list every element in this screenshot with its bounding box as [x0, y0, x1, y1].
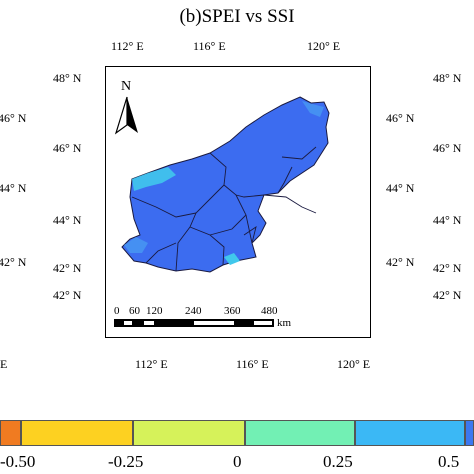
lat-label-right-46: 46° N [433, 141, 462, 155]
colorbar-segment-5 [355, 420, 465, 446]
partial-lat-label-left-44: 44° N [0, 181, 27, 195]
north-arrow-icon [114, 96, 138, 135]
north-arrow-label: N [121, 79, 132, 94]
colorbar-label-neg025: -0.25 [108, 452, 144, 471]
map-title: (b)SPEI vs SSI [179, 6, 295, 27]
admin-boundaries [131, 146, 317, 272]
lon-label-top-112: 112° E [111, 39, 144, 53]
lat-label-inner-right-44: 44° N [386, 181, 415, 195]
lon-label-bottom-112: 112° E [135, 357, 168, 371]
colorbar-segment-3 [133, 420, 245, 446]
colorbar-segment-1 [0, 420, 21, 446]
lon-label-bottom-116: 116° E [236, 357, 269, 371]
scale-tick-120: 120 [146, 305, 163, 317]
map-frame: N 0 60 120 240 360 480 km [105, 66, 371, 338]
lat-label-left-42a: 42° N [53, 261, 82, 275]
map-canvas [121, 96, 330, 273]
lat-label-left-44: 44° N [53, 213, 82, 227]
partial-lon-label-left: E [0, 357, 8, 371]
colorbar-segment-4 [245, 420, 355, 446]
light-patch-west [132, 167, 176, 191]
colorbar-label-0: 0 [233, 452, 242, 471]
colorbar-label-025: 0.25 [323, 452, 353, 471]
scale-tick-0: 0 [114, 305, 120, 317]
lat-label-left-48: 48° N [53, 71, 82, 85]
lat-label-left-42b: 42° N [53, 288, 82, 302]
light-patch-southwest [124, 237, 148, 253]
lat-label-right-42b: 42° N [433, 288, 462, 302]
partial-lat-label-left-46: 46° N [0, 111, 27, 125]
colorbar-segment-6 [465, 420, 474, 446]
lat-label-right-48: 48° N [433, 71, 462, 85]
colorbar-label-neg050: -0.50 [0, 452, 36, 471]
lat-label-inner-right-42: 42° N [386, 255, 415, 269]
partial-lat-label-left-42: 42° N [0, 255, 27, 269]
scale-tick-240: 240 [185, 305, 202, 317]
study-region [121, 96, 330, 273]
light-patch-north [302, 101, 324, 117]
scale-tick-60: 60 [129, 305, 140, 317]
scale-unit: km [277, 317, 292, 329]
lat-label-right-42a: 42° N [433, 261, 462, 275]
lon-label-top-120: 120° E [307, 39, 341, 53]
lat-label-inner-right-46: 46° N [386, 111, 415, 125]
lat-label-left-46: 46° N [53, 141, 82, 155]
scale-tick-360: 360 [224, 305, 241, 317]
colorbar-segment-2 [21, 420, 133, 446]
lon-label-bottom-120: 120° E [337, 357, 371, 371]
light-patch-south [224, 253, 240, 265]
scale-tick-480: 480 [261, 305, 278, 317]
colorbar-label-05: 0.5 [438, 452, 460, 471]
scale-bar [114, 319, 274, 327]
lat-label-right-44: 44° N [433, 213, 462, 227]
lon-label-top-116: 116° E [193, 39, 226, 53]
